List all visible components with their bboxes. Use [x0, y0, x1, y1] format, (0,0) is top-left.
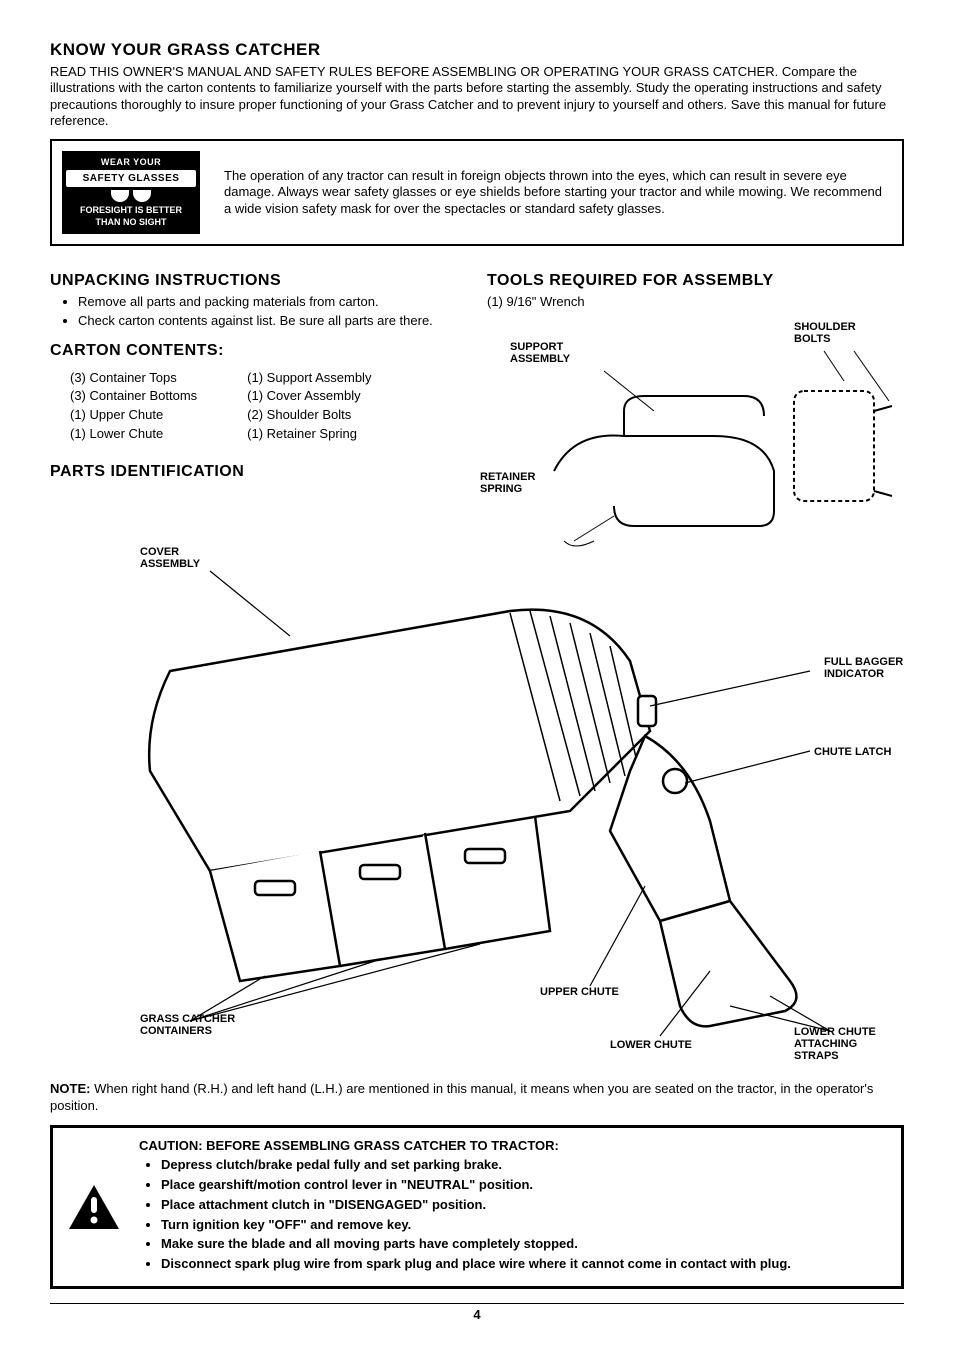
- list-item: Make sure the blade and all moving parts…: [161, 1236, 887, 1253]
- parts-id-heading: PARTS IDENTIFICATION: [50, 463, 467, 481]
- note-label: NOTE:: [50, 1081, 90, 1096]
- tools-item: (1) 9/16" Wrench: [487, 294, 904, 310]
- label-shoulder-bolts: SHOULDER BOLTS: [794, 321, 874, 345]
- safety-glasses-badge: WEAR YOUR SAFETY GLASSES FORESIGHT IS BE…: [62, 151, 200, 234]
- label-retainer-spring: RETAINER SPRING: [480, 471, 560, 495]
- carton-list-col2: (1) Support Assembly (1) Cover Assembly …: [227, 368, 371, 446]
- list-item: Disconnect spark plug wire from spark pl…: [161, 1256, 887, 1273]
- list-item: Depress clutch/brake pedal fully and set…: [161, 1157, 887, 1174]
- list-item: (1) Retainer Spring: [247, 426, 371, 443]
- badge-foresight-line2: THAN NO SIGHT: [66, 218, 196, 228]
- note-paragraph: NOTE: When right hand (R.H.) and left ha…: [50, 1081, 904, 1115]
- label-full-bagger: FULL BAGGER INDICATOR: [824, 656, 904, 680]
- list-item: (1) Upper Chute: [70, 407, 197, 424]
- unpacking-heading: UNPACKING INSTRUCTIONS: [50, 272, 467, 290]
- page-number: 4: [50, 1303, 904, 1322]
- grass-catcher-illustration: [90, 551, 850, 1051]
- safety-glasses-icon: [109, 190, 153, 204]
- list-item: (1) Support Assembly: [247, 370, 371, 387]
- list-item: Place attachment clutch in "DISENGAGED" …: [161, 1197, 887, 1214]
- caution-box: CAUTION: BEFORE ASSEMBLING GRASS CATCHER…: [50, 1125, 904, 1289]
- list-item: (3) Container Bottoms: [70, 388, 197, 405]
- list-item: Turn ignition key "OFF" and remove key.: [161, 1217, 887, 1234]
- list-item: Check carton contents against list. Be s…: [78, 313, 467, 330]
- intro-paragraph: READ THIS OWNER'S MANUAL AND SAFETY RULE…: [50, 64, 904, 129]
- warning-triangle-icon: [67, 1183, 121, 1231]
- label-support-assembly: SUPPORT ASSEMBLY: [510, 341, 590, 365]
- carton-heading: CARTON CONTENTS:: [50, 342, 467, 360]
- page-title: KNOW YOUR GRASS CATCHER: [50, 40, 904, 60]
- list-item: (1) Lower Chute: [70, 426, 197, 443]
- badge-safety-glasses-text: SAFETY GLASSES: [66, 170, 196, 187]
- unpacking-list: Remove all parts and packing materials f…: [50, 294, 467, 330]
- list-item: (2) Shoulder Bolts: [247, 407, 371, 424]
- safety-warning-text: The operation of any tractor can result …: [224, 168, 886, 217]
- carton-list-col1: (3) Container Tops (3) Container Bottoms…: [50, 368, 197, 446]
- caution-title: CAUTION: BEFORE ASSEMBLING GRASS CATCHER…: [139, 1138, 887, 1153]
- tools-heading: TOOLS REQUIRED FOR ASSEMBLY: [487, 272, 904, 290]
- label-upper-chute: UPPER CHUTE: [540, 986, 619, 998]
- label-cover-assembly: COVER ASSEMBLY: [140, 546, 220, 570]
- support-assembly-illustration: [514, 341, 894, 561]
- note-text: When right hand (R.H.) and left hand (L.…: [50, 1081, 873, 1113]
- label-grass-catcher: GRASS CATCHER CONTAINERS: [140, 1013, 240, 1037]
- list-item: Place gearshift/motion control lever in …: [161, 1177, 887, 1194]
- list-item: Remove all parts and packing materials f…: [78, 294, 467, 311]
- safety-warning-box: WEAR YOUR SAFETY GLASSES FORESIGHT IS BE…: [50, 139, 904, 246]
- label-chute-latch: CHUTE LATCH: [814, 746, 904, 758]
- list-item: (1) Cover Assembly: [247, 388, 371, 405]
- badge-foresight-line1: FORESIGHT IS BETTER: [66, 206, 196, 216]
- label-straps: LOWER CHUTE ATTACHING STRAPS: [794, 1026, 904, 1062]
- label-lower-chute: LOWER CHUTE: [610, 1039, 692, 1051]
- caution-list: Depress clutch/brake pedal fully and set…: [139, 1157, 887, 1273]
- parts-diagram: SUPPORT ASSEMBLY SHOULDER BOLTS RETAINER…: [50, 491, 904, 1071]
- list-item: (3) Container Tops: [70, 370, 197, 387]
- badge-wear-text: WEAR YOUR: [66, 157, 196, 167]
